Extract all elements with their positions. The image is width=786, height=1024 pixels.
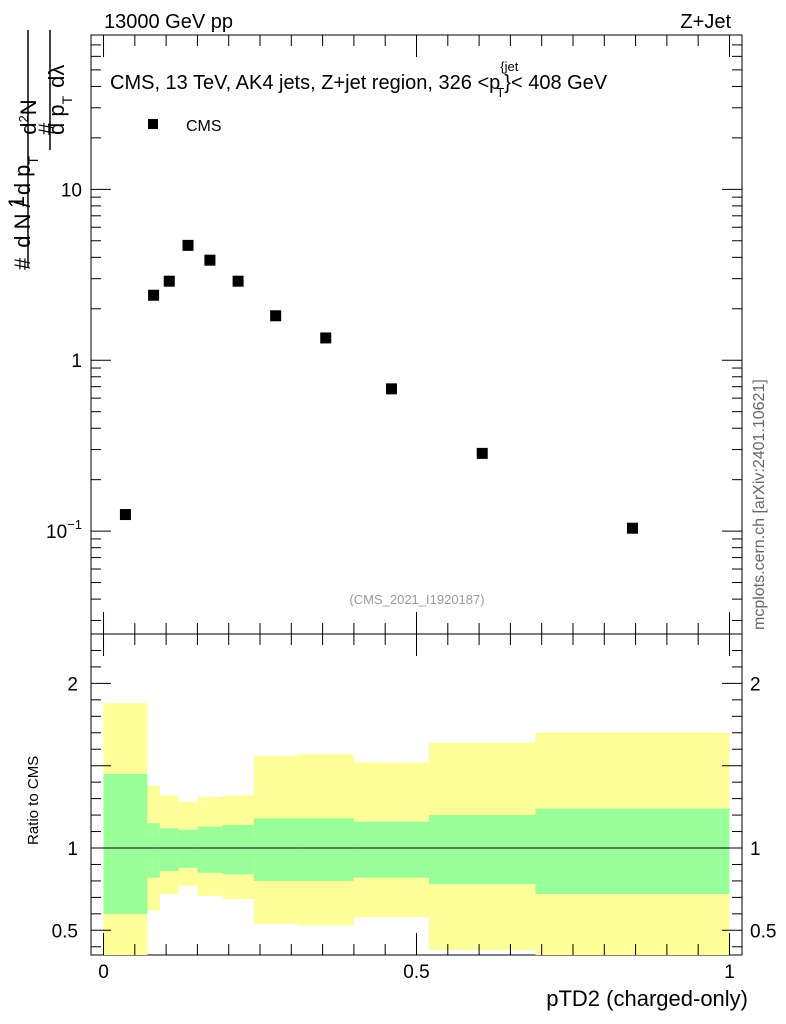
plot-title: CMS, 13 TeV, AK4 jets, Z+jet region, 326… bbox=[110, 59, 608, 100]
data-point-5 bbox=[232, 275, 244, 287]
x-axis-label: pTD2 (charged-only) bbox=[546, 986, 748, 1011]
ratio-ytick-label-left-2: 0.5 bbox=[52, 921, 78, 942]
x-axis-ticks: 0 0.5 1 bbox=[98, 35, 735, 983]
ratio-green-band-3 bbox=[178, 829, 198, 868]
data-point-1 bbox=[148, 289, 160, 301]
main-ytick-label-0: 10 bbox=[61, 180, 82, 201]
legend-marker bbox=[148, 119, 158, 129]
ratio-green-band-8 bbox=[353, 821, 430, 878]
y-axis-label-denominator: #d N / d pT bbox=[10, 156, 41, 270]
data-point-4 bbox=[204, 254, 216, 266]
main-axis-ticks: 10 1 10−1 bbox=[46, 34, 742, 621]
data-point-8 bbox=[385, 383, 397, 395]
ratio-green-band-4 bbox=[197, 826, 223, 873]
xtick-label-0: 0 bbox=[98, 962, 109, 983]
ratio-green-band-2 bbox=[159, 828, 179, 872]
ratio-green-band-0 bbox=[103, 773, 148, 914]
xtick-label-1: 0.5 bbox=[403, 962, 429, 983]
xtick-label-2: 1 bbox=[724, 962, 735, 983]
analysis-watermark: (CMS_2021_I1920187) bbox=[349, 592, 484, 607]
process-label: Z+Jet bbox=[680, 11, 731, 33]
ratio-axis-ticks: 2 2 1 1 0.5 0.5 bbox=[52, 649, 776, 948]
ratio-ytick-label-right-2: 0.5 bbox=[750, 921, 776, 942]
y-axis-label-one: 1 bbox=[4, 196, 29, 208]
ratio-ytick-label-right-1: 1 bbox=[750, 839, 761, 860]
data-point-6 bbox=[270, 310, 282, 322]
energy-label: 13000 GeV pp bbox=[104, 11, 233, 33]
data-point-7 bbox=[320, 332, 332, 344]
ratio-axis-label: Ratio to CMS bbox=[25, 756, 42, 845]
ratio-ytick-label-left-0: 2 bbox=[67, 674, 78, 695]
ratio-bands bbox=[103, 703, 730, 955]
ratio-green-band-10 bbox=[535, 808, 730, 895]
data-point-0 bbox=[119, 509, 131, 521]
main-ytick-label-1: 1 bbox=[71, 351, 82, 372]
ratio-green-band-6 bbox=[253, 818, 298, 881]
data-point-9 bbox=[476, 447, 488, 459]
source-side-text: mcplots.cern.ch [arXiv:2401.10621] bbox=[751, 379, 768, 630]
data-point-2 bbox=[163, 275, 175, 287]
legend-label: CMS bbox=[186, 118, 222, 135]
ratio-green-band-9 bbox=[429, 815, 536, 885]
y-axis-label-dpt: d pTdλ bbox=[44, 65, 75, 135]
ratio-ytick-label-right-0: 2 bbox=[750, 674, 761, 695]
data-point-3 bbox=[182, 239, 194, 251]
ratio-green-band-1 bbox=[147, 823, 160, 878]
data-point-10 bbox=[626, 522, 638, 534]
y-axis-label: #d N / d pT 1 #d2N d pTdλ bbox=[4, 30, 75, 270]
ratio-green-band-7 bbox=[297, 818, 354, 881]
main-ytick-label-2: 10−1 bbox=[46, 517, 82, 543]
y-axis-label-derivative: #d2N bbox=[16, 99, 59, 135]
data-points bbox=[119, 239, 638, 534]
ratio-green-band-5 bbox=[222, 824, 254, 875]
ratio-ytick-label-left-1: 1 bbox=[67, 839, 78, 860]
